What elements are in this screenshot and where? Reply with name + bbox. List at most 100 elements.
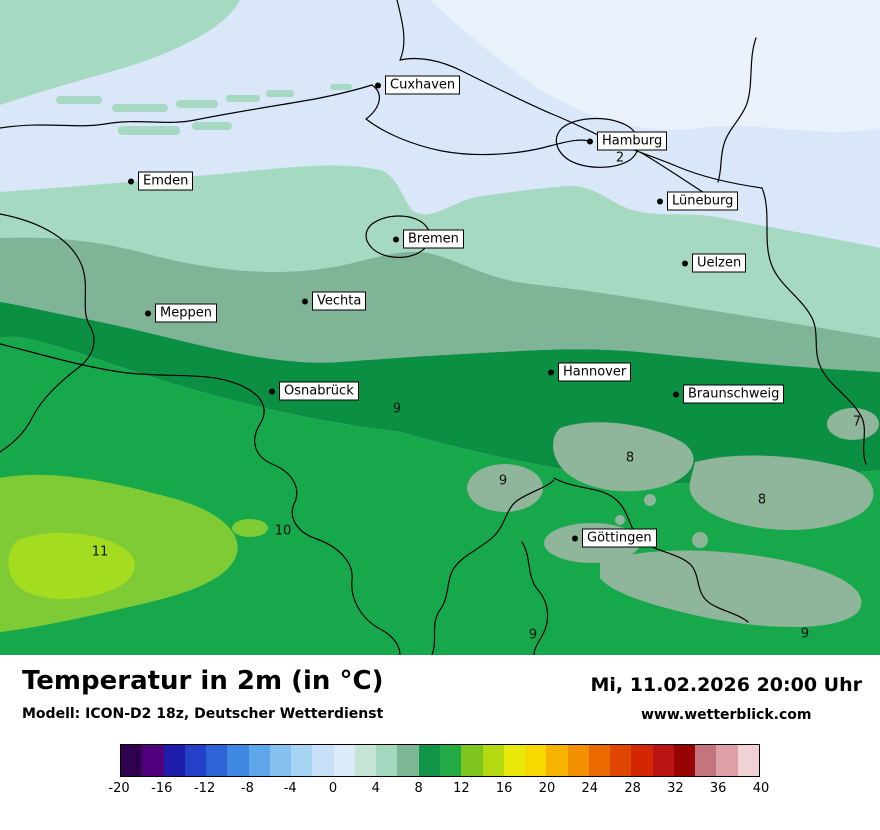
muted-speck	[755, 465, 765, 475]
legend-tick-label: 20	[538, 781, 556, 796]
temperature-value: 9	[800, 626, 810, 642]
city-dot-icon	[548, 369, 554, 375]
footer-right: Mi, 11.02.2026 20:00 Uhr www.wetterblick…	[591, 667, 862, 723]
city-marker: Emden	[128, 171, 194, 191]
top-right-border	[717, 37, 757, 183]
city-dot-icon	[572, 535, 578, 541]
city-dot-icon	[269, 388, 275, 394]
city-label: Cuxhaven	[385, 75, 461, 95]
legend-color-block	[610, 745, 632, 776]
city-dot-icon	[302, 298, 308, 304]
hessen-border	[431, 479, 555, 655]
legend-tick-label: 28	[624, 781, 641, 796]
city-marker: Bremen	[393, 229, 464, 249]
city-label: Osnabrück	[279, 381, 359, 401]
legend-color-block	[312, 745, 334, 776]
bremen-border	[365, 215, 431, 258]
legend-color-block	[269, 745, 292, 776]
legend-tick-label: 32	[667, 781, 684, 796]
legend-color-block	[503, 745, 526, 776]
footer-header: Temperatur in 2m (in °C) Modell: ICON-D2…	[0, 655, 880, 723]
city-dot-icon	[145, 310, 151, 316]
border-lines	[0, 0, 867, 655]
legend-tick-label: 16	[495, 781, 513, 796]
city-marker: Osnabrück	[269, 381, 359, 401]
harz-border	[553, 477, 749, 623]
legend-color-block	[588, 745, 611, 776]
city-dot-icon	[128, 178, 134, 184]
legend-tick-label: -16	[151, 781, 173, 796]
muted-speck	[644, 494, 656, 506]
city-label: Meppen	[155, 303, 217, 323]
island	[118, 126, 180, 135]
legend-tick-label: -4	[283, 781, 297, 796]
city-marker: Cuxhaven	[375, 75, 461, 95]
city-marker: Hannover	[548, 362, 632, 382]
muted-hill-patches	[467, 408, 879, 628]
island	[176, 100, 218, 108]
legend-tick-label: -12	[193, 781, 216, 796]
city-marker: Vechta	[302, 291, 367, 311]
city-marker: Braunschweig	[673, 384, 785, 404]
city-label: Braunschweig	[683, 384, 785, 404]
band-very-cold	[430, 0, 880, 132]
coastline	[0, 84, 593, 156]
model-info: Modell: ICON-D2 18z, Deutscher Wetterdie…	[22, 705, 384, 722]
legend-color-block	[376, 745, 398, 776]
legend-color-block	[163, 745, 185, 776]
legend-color-block	[397, 745, 419, 776]
legend-color-block	[439, 745, 462, 776]
muted-patch	[689, 455, 874, 530]
nrw-border	[0, 343, 401, 655]
muted-patch	[553, 422, 694, 492]
legend-tick-label: 8	[414, 781, 423, 796]
city-marker: Uelzen	[682, 253, 747, 273]
muted-speck	[692, 532, 708, 548]
temperature-value: 9	[528, 627, 538, 643]
legend-color-block	[631, 745, 653, 776]
legend-ticks: -20 -16 -12 -8 -4 0 4 8 12 16 20 24 28 32 36 40	[108, 781, 769, 797]
temperature-value: 10	[274, 523, 292, 539]
legend-color-block	[184, 745, 207, 776]
legend-color-block	[354, 745, 377, 776]
city-label: Göttingen	[582, 528, 657, 548]
temperature-value: 8	[625, 450, 635, 466]
city-marker: Meppen	[145, 303, 217, 323]
hamburg-border	[555, 117, 640, 168]
legend-color-block	[248, 745, 270, 776]
temperature-value: 2	[615, 150, 625, 166]
page-title: Temperatur in 2m (in °C)	[22, 666, 384, 696]
legend-color-block	[227, 745, 249, 776]
map-canvas	[0, 0, 880, 655]
temperature-legend: -20 -16 -12 -8 -4 0 4 8 12 16 20 24 28 32 36 40	[0, 744, 880, 797]
muted-patch	[467, 464, 543, 512]
wadden-islands	[56, 84, 352, 135]
city-dot-icon	[682, 260, 688, 266]
city-label: Hamburg	[597, 131, 668, 151]
patch-yellow-green-small	[232, 519, 268, 537]
patch-bright-yellow-green	[8, 532, 135, 600]
legend-tick-label: 12	[453, 781, 470, 796]
temperature-value: 7	[852, 414, 862, 430]
city-label: Emden	[138, 171, 194, 191]
city-dot-icon	[673, 391, 679, 397]
city-dot-icon	[587, 138, 593, 144]
legend-color-block	[567, 745, 589, 776]
muted-patch	[600, 550, 862, 628]
temperature-value: 9	[392, 401, 402, 417]
legend-tick-label: 4	[371, 781, 380, 796]
temperature-value: 11	[91, 544, 109, 560]
city-label: Hannover	[558, 362, 632, 382]
south-border	[521, 541, 549, 655]
east-border	[761, 187, 867, 465]
legend-colorbar	[120, 744, 760, 777]
weather-map: 2 9 7 8 9 8 10 11 9 9 Cuxhaven Hamburg Emden Lüne…	[0, 0, 880, 655]
legend-color-block	[695, 745, 717, 776]
legend-color-block	[737, 745, 759, 776]
legend-color-block	[142, 745, 164, 776]
island	[266, 90, 294, 97]
website-url: www.wetterblick.com	[641, 707, 812, 723]
island	[112, 104, 168, 112]
city-label: Bremen	[403, 229, 464, 249]
band-mint	[0, 165, 880, 338]
